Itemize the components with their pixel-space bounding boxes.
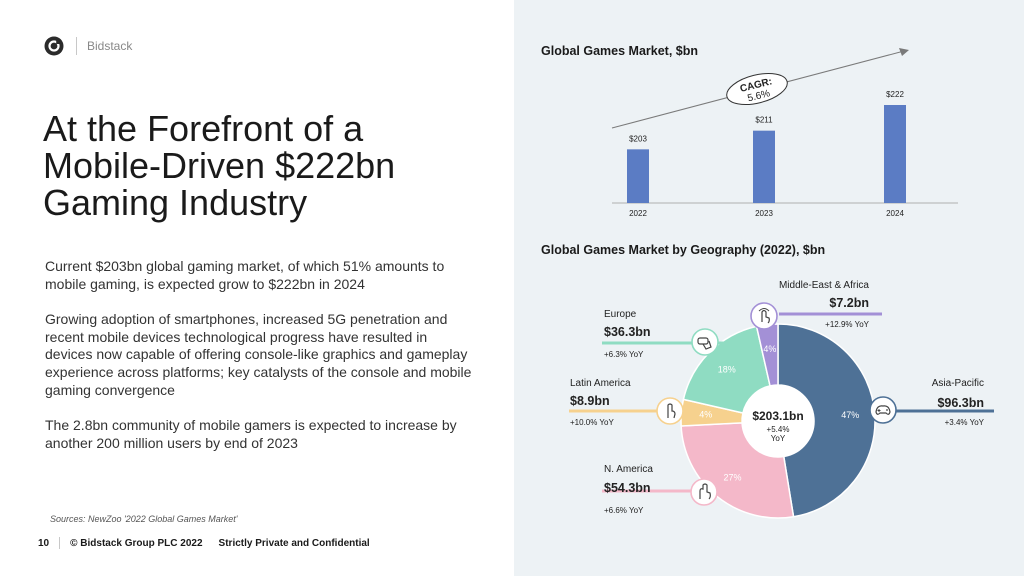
sources-note: Sources: NewZoo '2022 Global Games Marke… — [50, 514, 238, 524]
europe-value: $36.3bn — [604, 325, 651, 339]
north-america-value: $54.3bn — [604, 481, 651, 495]
cagr-value: 5.6% — [746, 88, 771, 104]
growth-trend-arrowhead — [899, 48, 909, 56]
donut-center-total: $203.1bn — [752, 409, 803, 423]
x-tick-2024: 2024 — [886, 209, 904, 218]
label-north-america: N. America $54.3bn +6.6% YoY — [604, 464, 653, 515]
slice-pct-europe: 18% — [718, 365, 736, 375]
brand-bar: Bidstack — [44, 36, 132, 56]
asia-pacific-value: $96.3bn — [937, 396, 984, 410]
label-asia-pacific: Asia-Pacific $96.3bn +3.4% YoY — [932, 378, 985, 427]
slice-pct-asia-pacific: 47% — [841, 410, 859, 420]
paragraph-adoption: Growing adoption of smartphones, increas… — [45, 311, 472, 398]
bar-chart-title: Global Games Market, $bn — [541, 44, 698, 58]
latin-america-value: $8.9bn — [570, 394, 610, 408]
mea-value: $7.2bn — [829, 296, 869, 310]
pie-chart-title: Global Games Market by Geography (2022),… — [541, 243, 826, 257]
bar-chart: CAGR: 5.6% $203 2022 $211 2023 $222 2024 — [611, 48, 958, 218]
page-number: 10 — [38, 537, 50, 549]
north-america-yoy: +6.6% YoY — [604, 506, 644, 515]
controller-hand-icon — [691, 328, 719, 356]
brand-name: Bidstack — [87, 39, 133, 53]
hand-touch-icon — [690, 478, 718, 506]
charts-panel: Global Games Market, $bn Global Games Ma… — [514, 0, 1024, 576]
logo-divider — [76, 37, 77, 55]
copyright: © Bidstack Group PLC 2022 — [70, 537, 203, 549]
cagr-badge: CAGR: 5.6% — [726, 72, 788, 106]
gamepad-icon — [869, 396, 897, 424]
bar-2024 — [884, 105, 906, 203]
hand-tap-icon — [656, 397, 684, 425]
donut-center — [742, 385, 814, 457]
europe-yoy: +6.3% YoY — [604, 350, 644, 359]
bar-label-2022: $203 — [629, 134, 647, 143]
bar-2022 — [627, 149, 649, 203]
north-america-name: N. America — [604, 464, 653, 475]
mea-yoy: +12.9% YoY — [825, 320, 869, 329]
latin-america-name: Latin America — [570, 378, 631, 389]
touch-tap-icon — [750, 302, 778, 330]
donut-center-growth: +5.4% — [767, 425, 790, 434]
footer: 10 © Bidstack Group PLC 2022 Strictly Pr… — [38, 537, 370, 549]
bar-label-2024: $222 — [886, 90, 904, 99]
bar-2023 — [753, 130, 775, 203]
donut-center-unit: YoY — [771, 434, 786, 443]
asia-pacific-yoy: +3.4% YoY — [945, 418, 985, 427]
label-europe: Europe $36.3bn +6.3% YoY — [604, 309, 651, 359]
label-middle-east-africa: Middle-East & Africa $7.2bn +12.9% YoY — [779, 280, 870, 329]
europe-name: Europe — [604, 309, 637, 320]
geo-donut-chart: 47% 27% 4% 18% 4% $203.1bn +5.4% YoY — [569, 280, 994, 519]
paragraph-market: Current $203bn global gaming market, of … — [45, 258, 445, 292]
slice-pct-n-america: 27% — [723, 472, 741, 482]
slice-pct-middle-east-africa: 4% — [763, 344, 776, 354]
confidential-notice: Strictly Private and Confidential — [218, 537, 370, 549]
page-title: At the Forefront of a Mobile-Driven $222… — [43, 108, 396, 223]
paragraph-community: The 2.8bn community of mobile gamers is … — [45, 417, 457, 451]
bidstack-logo-icon — [44, 36, 64, 56]
slice-pct-latin-america: 4% — [699, 410, 712, 420]
x-tick-2023: 2023 — [755, 209, 773, 218]
label-latin-america: Latin America $8.9bn +10.0% YoY — [570, 378, 631, 427]
body-text: Current $203bn global gaming market, of … — [45, 258, 475, 470]
charts-canvas: CAGR: 5.6% $203 2022 $211 2023 $222 2024 47% 2… — [569, 48, 994, 519]
asia-pacific-name: Asia-Pacific — [932, 378, 984, 389]
mea-name: Middle-East & Africa — [779, 280, 869, 291]
x-tick-2022: 2022 — [629, 209, 647, 218]
latin-america-yoy: +10.0% YoY — [570, 418, 614, 427]
footer-divider — [59, 537, 61, 549]
bar-label-2023: $211 — [755, 116, 773, 125]
